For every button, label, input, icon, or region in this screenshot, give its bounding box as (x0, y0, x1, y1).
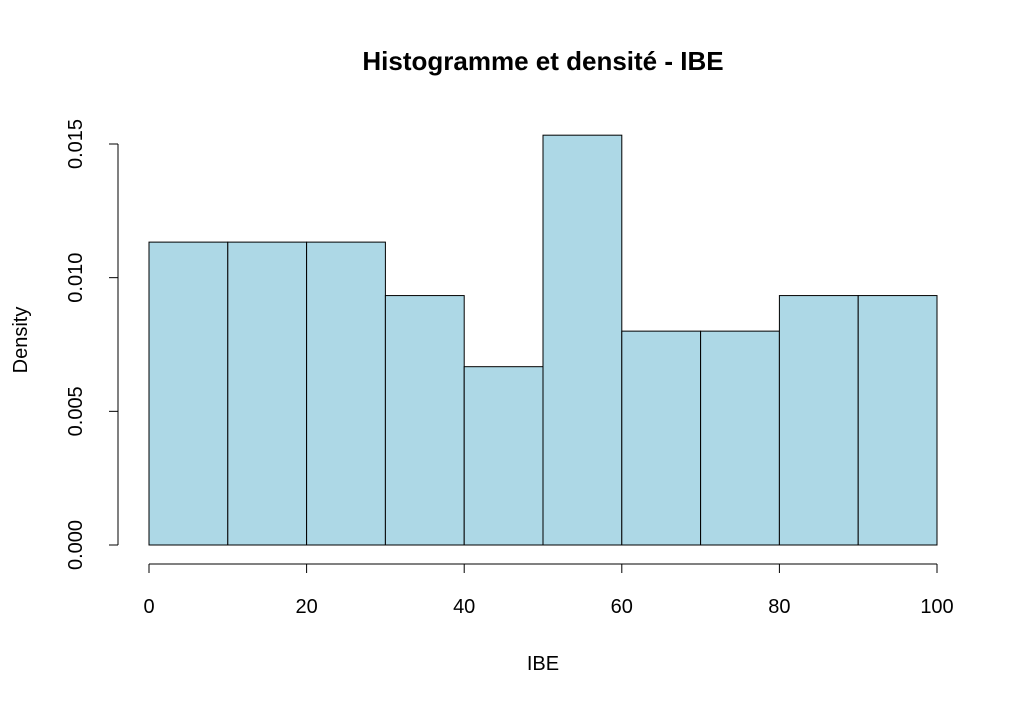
histogram-bar (542, 134, 623, 546)
y-tick-label: 0.000 (65, 520, 87, 570)
x-tick-label: 0 (143, 596, 154, 618)
chart-title: Histogramme et densité - IBE (362, 46, 723, 76)
histogram-bar (148, 241, 229, 546)
histogram-bar (384, 295, 465, 546)
histogram-bar (778, 295, 859, 546)
x-tick-label: 20 (295, 596, 317, 618)
x-tick-label: 40 (453, 596, 475, 618)
histogram-bar (621, 330, 702, 546)
histogram-bar (463, 366, 544, 546)
x-tick-label: 80 (768, 596, 790, 618)
histogram-bar (306, 241, 386, 546)
y-tick-label: 0.005 (65, 386, 87, 436)
x-axis: 0 20 40 60 80 100 (143, 563, 954, 618)
y-axis: 0.000 0.005 0.010 0.015 (65, 119, 119, 570)
x-tick-label: 60 (611, 596, 633, 618)
x-axis-label: IBE (527, 653, 559, 675)
y-axis-label: Density (10, 307, 32, 374)
histogram-bar (227, 241, 308, 546)
bars-group (148, 134, 938, 546)
histogram-bar (857, 295, 938, 546)
histogram-bar (700, 330, 780, 546)
x-tick-label: 100 (920, 596, 953, 618)
y-tick-label: 0.010 (65, 253, 87, 303)
y-tick-label: 0.015 (65, 119, 87, 169)
